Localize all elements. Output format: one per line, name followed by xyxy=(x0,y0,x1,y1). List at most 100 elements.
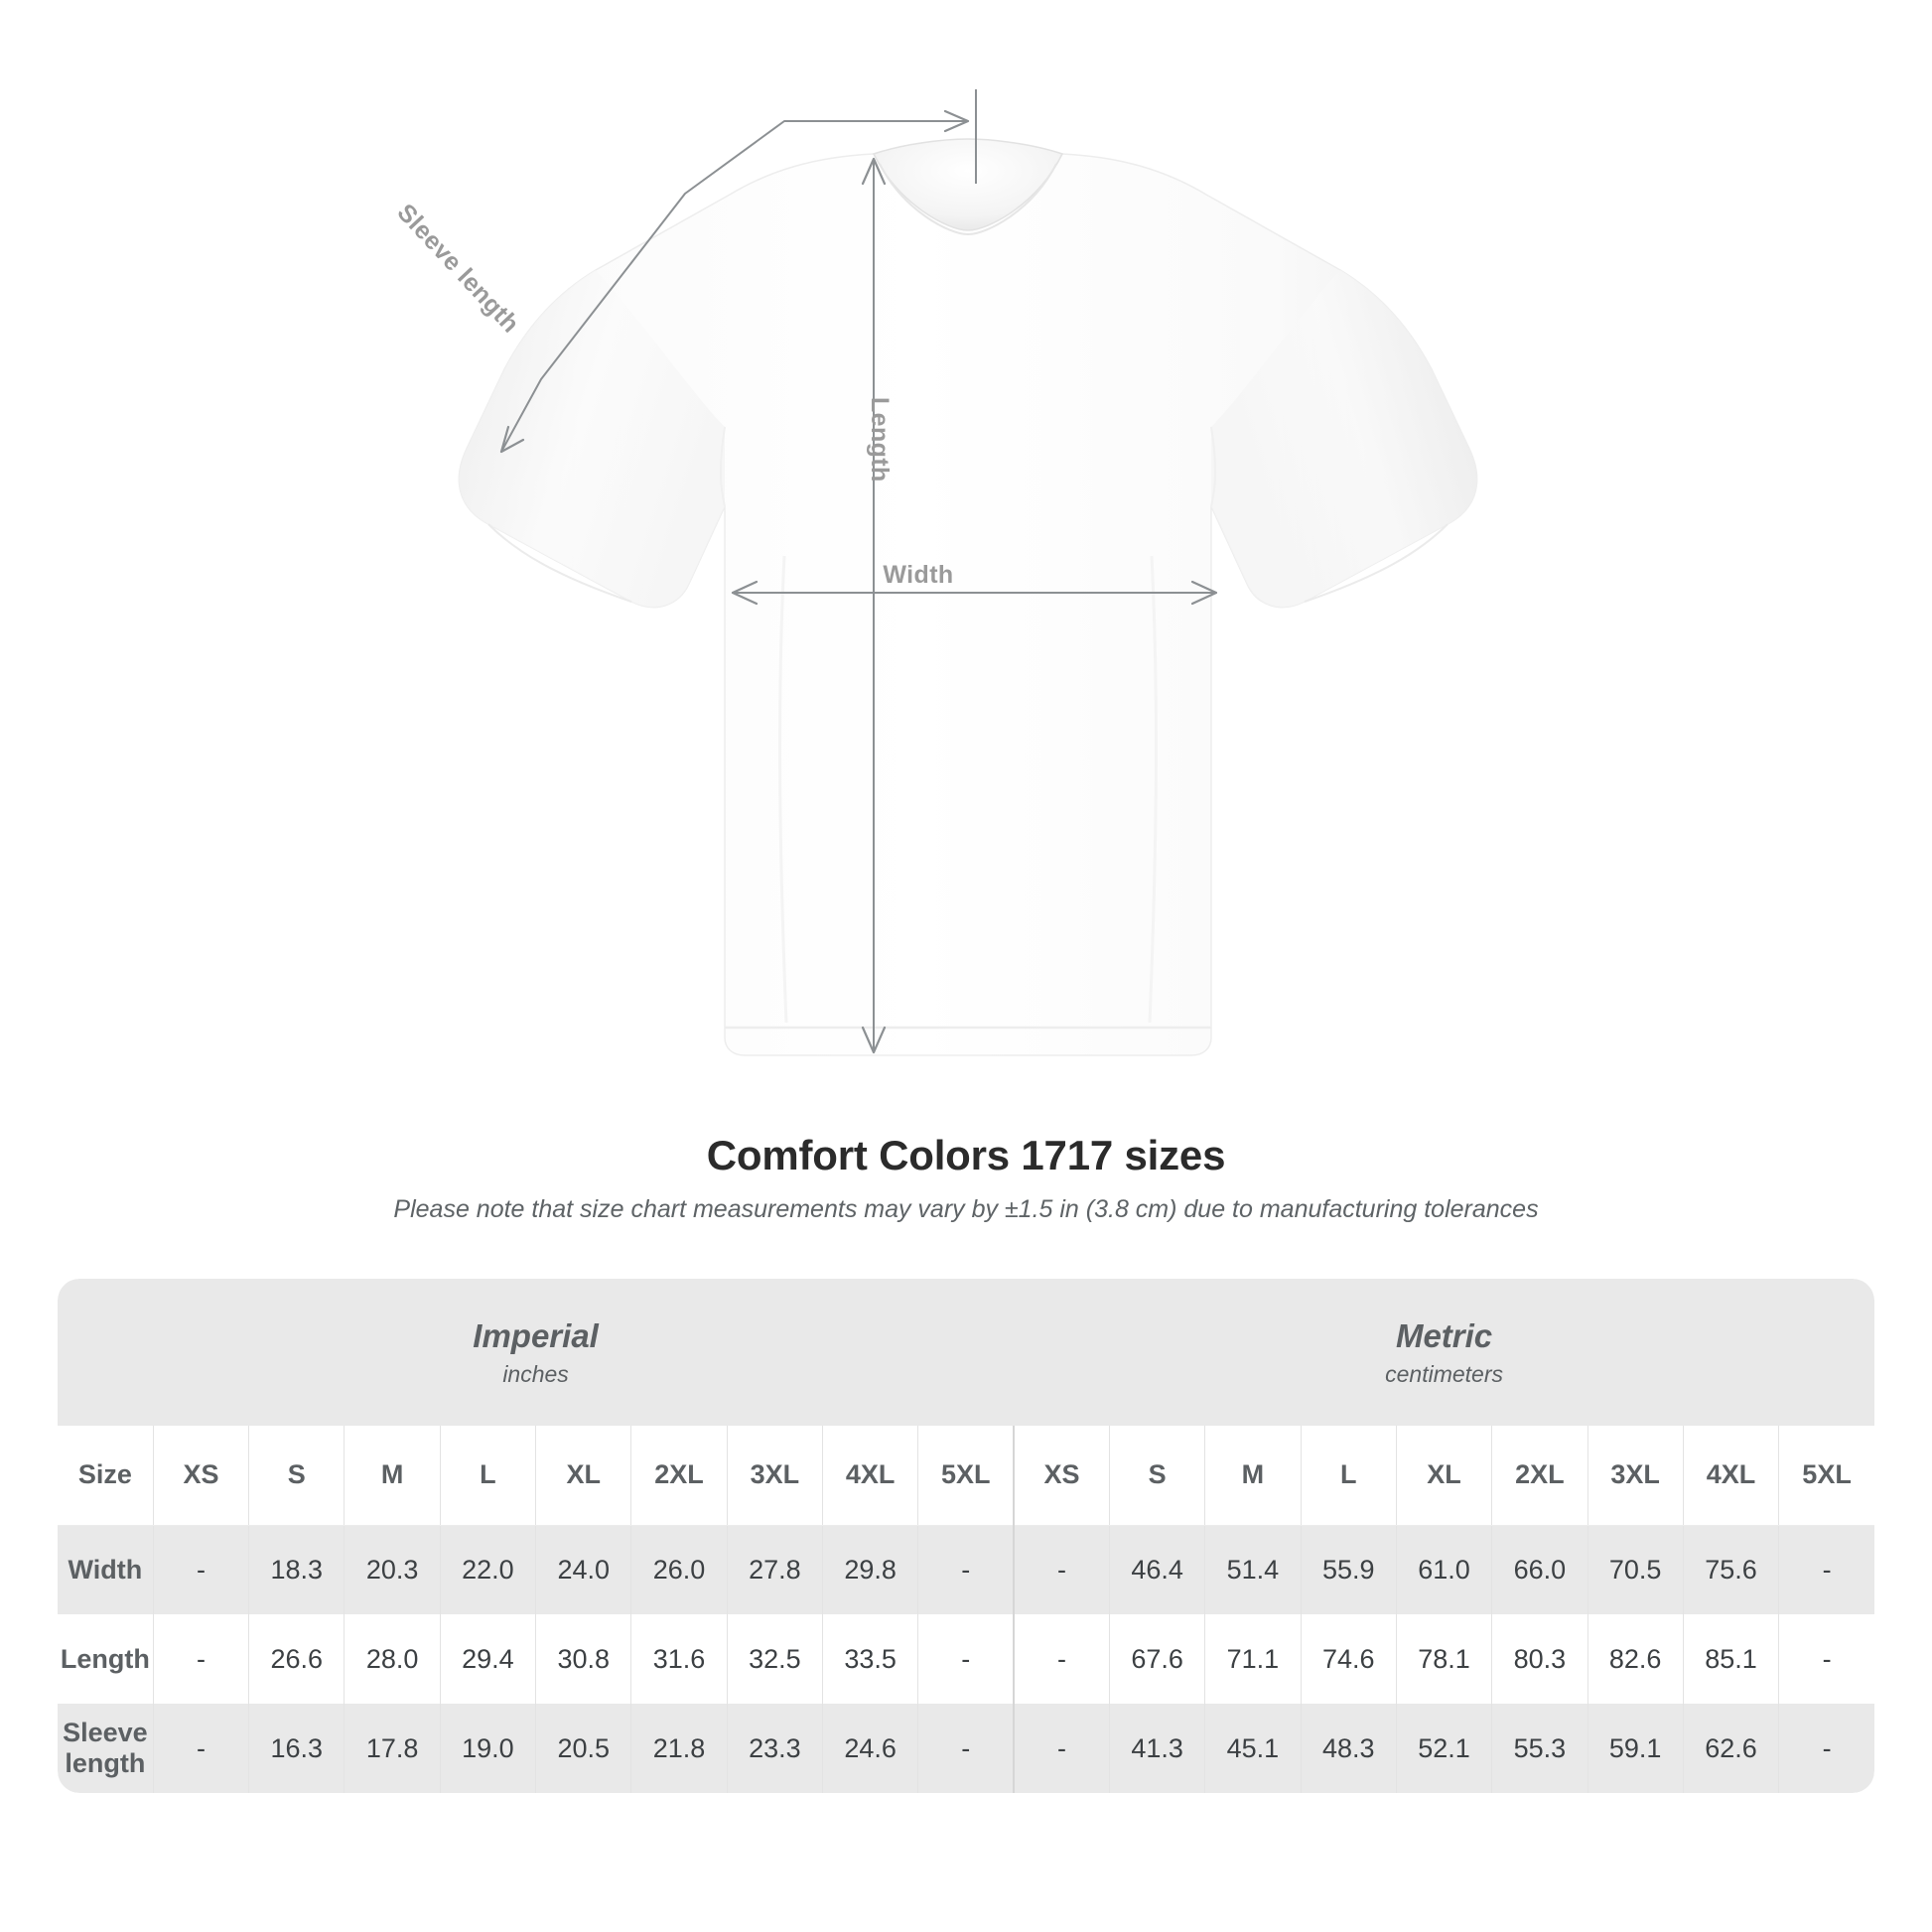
size-header-metric-m: M xyxy=(1204,1426,1302,1526)
cell-width-metric-5xl: - xyxy=(1778,1525,1874,1614)
cell-sleeve-length-metric-xs: - xyxy=(1013,1704,1110,1793)
cell-length-metric-l: 74.6 xyxy=(1300,1614,1397,1704)
cell-width-imperial-3xl: 27.8 xyxy=(726,1525,823,1614)
cell-sleeve-length-imperial-4xl: 24.6 xyxy=(821,1704,918,1793)
cell-length-metric-xs: - xyxy=(1013,1614,1110,1704)
size-header-imperial-2xl: 2XL xyxy=(630,1426,728,1526)
tshirt-diagram xyxy=(458,89,1478,1056)
size-header-metric-3xl: 3XL xyxy=(1587,1426,1684,1526)
table-row: Width -18.3 20.3 22.0 24.0 26.0 27.8 29.8- -46.4… xyxy=(58,1525,1874,1614)
cell-length-imperial-5xl: - xyxy=(917,1614,1015,1704)
measurement-lines xyxy=(499,89,1218,1054)
cell-width-imperial-l: 22.0 xyxy=(439,1525,536,1614)
size-column-header: Size xyxy=(58,1426,154,1526)
size-chart-table: Imperial inches Metric centimeters Size … xyxy=(58,1279,1874,1793)
cell-length-metric-2xl: 80.3 xyxy=(1491,1614,1587,1704)
measurement-row-label: Sleeve length xyxy=(58,1704,154,1793)
cell-width-imperial-xl: 24.0 xyxy=(535,1525,631,1614)
cell-length-metric-xl: 78.1 xyxy=(1395,1614,1492,1704)
size-header-metric-xl: XL xyxy=(1395,1426,1492,1526)
size-header-imperial-l: L xyxy=(439,1426,536,1526)
sleeve-length-line xyxy=(499,89,977,454)
table-head: Imperial inches Metric centimeters Size … xyxy=(58,1279,1874,1526)
size-header-metric-4xl: 4XL xyxy=(1682,1426,1779,1526)
cell-length-imperial-s: 26.6 xyxy=(248,1614,345,1704)
size-header-imperial-4xl: 4XL xyxy=(821,1426,918,1526)
cell-sleeve-length-imperial-m: 17.8 xyxy=(344,1704,441,1793)
cell-width-metric-2xl: 66.0 xyxy=(1491,1525,1587,1614)
size-header-metric-l: L xyxy=(1300,1426,1397,1526)
cell-sleeve-length-imperial-3xl: 23.3 xyxy=(726,1704,823,1793)
cell-sleeve-length-imperial-l: 19.0 xyxy=(439,1704,536,1793)
width-dimension-label: Width xyxy=(883,561,954,589)
cell-width-imperial-2xl: 26.0 xyxy=(630,1525,728,1614)
size-table-container: Imperial inches Metric centimeters Size … xyxy=(58,1279,1874,1793)
cell-sleeve-length-imperial-s: 16.3 xyxy=(248,1704,345,1793)
cell-width-metric-l: 55.9 xyxy=(1300,1525,1397,1614)
unit-group-metric-sub: centimeters xyxy=(1385,1360,1503,1387)
size-header-row: Size XS S M L XL 2XL 3XL 4XL 5XL XS S M L XL 2XL 3XL 4XL… xyxy=(58,1426,1874,1526)
cell-sleeve-length-metric-4xl: 62.6 xyxy=(1682,1704,1779,1793)
cell-sleeve-length-imperial-5xl: - xyxy=(917,1704,1015,1793)
cell-length-imperial-m: 28.0 xyxy=(344,1614,441,1704)
size-header-metric-5xl: 5XL xyxy=(1778,1426,1874,1526)
size-header-metric-s: S xyxy=(1108,1426,1205,1526)
size-header-imperial-5xl: 5XL xyxy=(917,1426,1015,1526)
tshirt-shape xyxy=(458,138,1478,1056)
chart-heading: Comfort Colors 1717 sizes Please note th… xyxy=(0,1132,1932,1224)
cell-sleeve-length-imperial-xs: - xyxy=(152,1704,249,1793)
cell-length-metric-s: 67.6 xyxy=(1108,1614,1205,1704)
cell-length-metric-5xl: - xyxy=(1778,1614,1874,1704)
cell-width-metric-m: 51.4 xyxy=(1204,1525,1302,1614)
table-row: Sleeve length -16.3 17.8 19.0 20.5 21.8 23.3 24… xyxy=(58,1704,1874,1793)
unit-group-imperial-sub: inches xyxy=(502,1360,569,1387)
table-body: Width -18.3 20.3 22.0 24.0 26.0 27.8 29.8- -46.4… xyxy=(58,1525,1874,1793)
size-header-imperial-3xl: 3XL xyxy=(726,1426,823,1526)
cell-width-imperial-s: 18.3 xyxy=(248,1525,345,1614)
cell-length-metric-m: 71.1 xyxy=(1204,1614,1302,1704)
size-header-imperial-xs: XS xyxy=(152,1426,249,1526)
measurement-row-label: Width xyxy=(58,1525,154,1614)
length-line xyxy=(861,157,887,1054)
unit-group-imperial: Imperial inches xyxy=(58,1279,1015,1426)
cell-sleeve-length-imperial-xl: 20.5 xyxy=(535,1704,631,1793)
cell-width-imperial-4xl: 29.8 xyxy=(821,1525,918,1614)
cell-length-imperial-2xl: 31.6 xyxy=(630,1614,728,1704)
cell-sleeve-length-metric-xl: 52.1 xyxy=(1395,1704,1492,1793)
size-header-metric-xs: XS xyxy=(1013,1426,1110,1526)
measurement-row-label: Length xyxy=(58,1614,154,1704)
tolerance-note: Please note that size chart measurements… xyxy=(393,1195,1539,1223)
cell-width-imperial-5xl: - xyxy=(917,1525,1015,1614)
size-header-imperial-xl: XL xyxy=(535,1426,631,1526)
cell-sleeve-length-metric-s: 41.3 xyxy=(1108,1704,1205,1793)
unit-group-metric-name: Metric xyxy=(1395,1316,1493,1354)
cell-width-metric-3xl: 70.5 xyxy=(1587,1525,1684,1614)
cell-width-metric-s: 46.4 xyxy=(1108,1525,1205,1614)
cell-length-imperial-xl: 30.8 xyxy=(535,1614,631,1704)
size-header-imperial-s: S xyxy=(248,1426,345,1526)
cell-width-metric-4xl: 75.6 xyxy=(1682,1525,1779,1614)
cell-width-imperial-xs: - xyxy=(152,1525,249,1614)
length-dimension-label: Length xyxy=(866,397,894,483)
cell-length-metric-3xl: 82.6 xyxy=(1587,1614,1684,1704)
unit-header-row: Imperial inches Metric centimeters xyxy=(58,1279,1874,1426)
cell-length-imperial-l: 29.4 xyxy=(439,1614,536,1704)
page-title: Comfort Colors 1717 sizes xyxy=(706,1132,1226,1178)
cell-sleeve-length-metric-l: 48.3 xyxy=(1300,1704,1397,1793)
size-header-metric-2xl: 2XL xyxy=(1491,1426,1587,1526)
unit-group-imperial-name: Imperial xyxy=(473,1316,599,1354)
cell-sleeve-length-imperial-2xl: 21.8 xyxy=(630,1704,728,1793)
cell-length-metric-4xl: 85.1 xyxy=(1682,1614,1779,1704)
cell-sleeve-length-metric-3xl: 59.1 xyxy=(1587,1704,1684,1793)
cell-width-metric-xl: 61.0 xyxy=(1395,1525,1492,1614)
cell-width-metric-xs: - xyxy=(1013,1525,1110,1614)
unit-group-metric: Metric centimeters xyxy=(1014,1279,1874,1426)
table-row: Length -26.6 28.0 29.4 30.8 31.6 32.5 33.5- -67.… xyxy=(58,1614,1874,1704)
cell-sleeve-length-metric-2xl: 55.3 xyxy=(1491,1704,1587,1793)
cell-length-imperial-4xl: 33.5 xyxy=(821,1614,918,1704)
cell-sleeve-length-metric-5xl: - xyxy=(1778,1704,1874,1793)
cell-width-imperial-m: 20.3 xyxy=(344,1525,441,1614)
cell-length-imperial-xs: - xyxy=(152,1614,249,1704)
size-header-imperial-m: M xyxy=(344,1426,441,1526)
